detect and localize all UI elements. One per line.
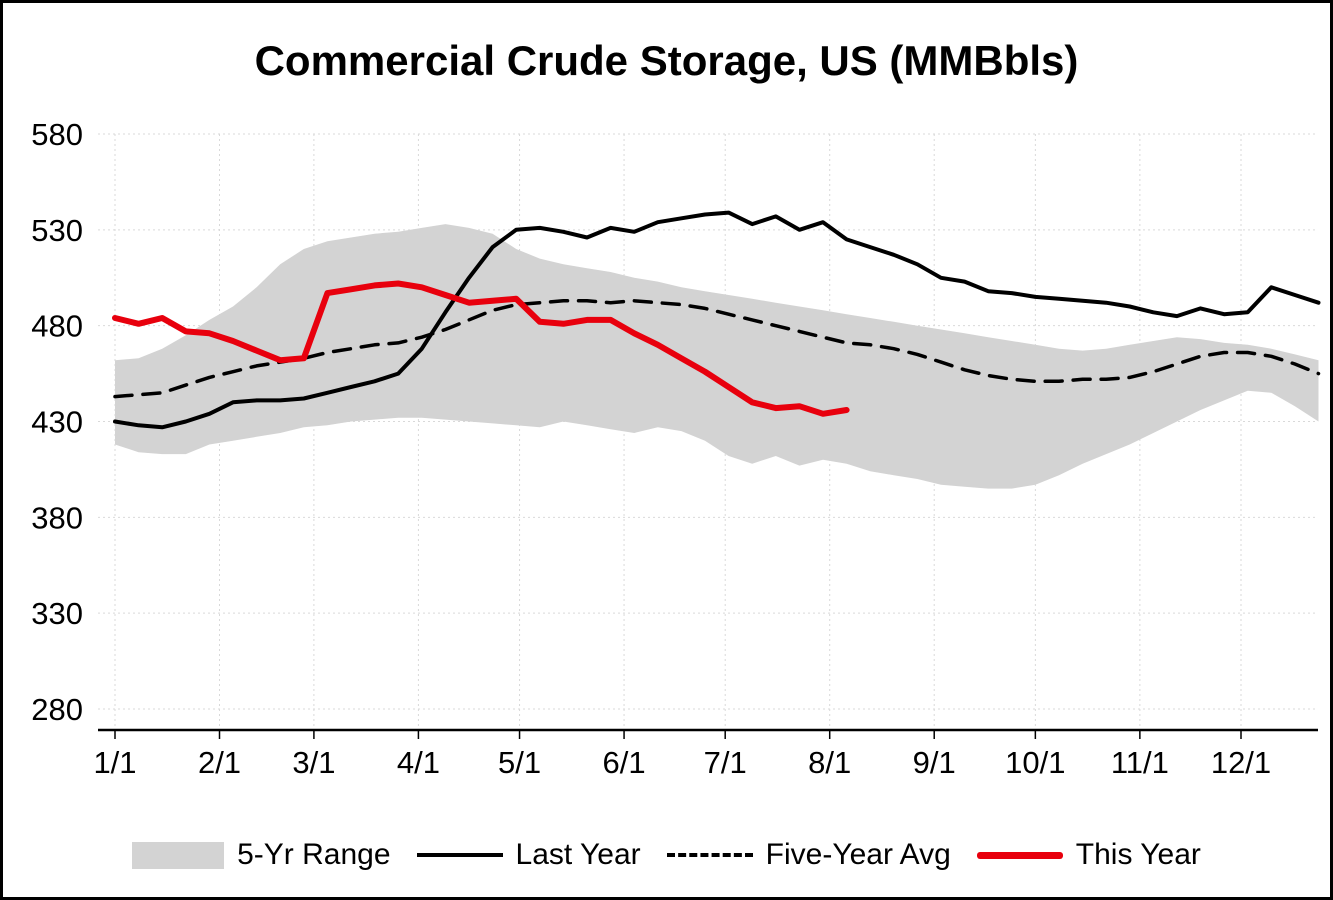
- y-tick-label: 530: [31, 213, 83, 248]
- legend-item-five-year-avg: Five-Year Avg: [666, 838, 951, 872]
- x-tick-label: 12/1: [1211, 745, 1271, 780]
- chart-canvas: 580 530 480 430 380 330 280 1/1 2/1 3/1 4/1 5/1 6/1 7…: [31, 117, 1321, 780]
- x-tick-label: 3/1: [292, 745, 335, 780]
- legend-item-5yr-range: 5-Yr Range: [132, 838, 391, 872]
- dashed-line-swatch-icon: [666, 853, 753, 857]
- series-line-five-year-avg: [113, 299, 1321, 399]
- x-tick-label: 6/1: [603, 745, 646, 780]
- legend-item-this-year: This Year: [976, 838, 1201, 872]
- y-tick-label: 480: [31, 309, 83, 344]
- y-tick-label: 430: [31, 405, 83, 440]
- legend-label-five-year-avg: Five-Year Avg: [765, 838, 951, 871]
- legend-label-5yr-range: 5-Yr Range: [237, 838, 391, 871]
- series-line-this-year: [112, 280, 850, 417]
- x-tick-label: 9/1: [913, 745, 956, 780]
- x-tick-label: 2/1: [198, 745, 241, 780]
- x-tick-label: 4/1: [397, 745, 440, 780]
- legend: 5-Yr Range Last Year Five-Year Avg This …: [3, 831, 1330, 879]
- y-tick-label: 580: [31, 117, 83, 152]
- x-tick-label: 7/1: [704, 745, 747, 780]
- x-tick-label: 1/1: [93, 745, 136, 780]
- legend-label-last-year: Last Year: [515, 838, 641, 871]
- band-area-5yr-range: [115, 224, 1319, 489]
- series-line-last-year: [113, 210, 1321, 430]
- band-swatch-icon: [132, 841, 225, 869]
- x-tick-label: 5/1: [498, 745, 541, 780]
- y-tick-label: 380: [31, 500, 83, 535]
- red-line-swatch-icon: [976, 851, 1063, 859]
- solid-line-swatch-icon: [416, 853, 503, 857]
- legend-label-this-year: This Year: [1075, 838, 1201, 871]
- x-tick-label: 10/1: [1005, 745, 1065, 780]
- y-tick-label: 280: [31, 692, 83, 727]
- x-tick-label: 8/1: [808, 745, 851, 780]
- y-tick-label: 330: [31, 596, 83, 631]
- x-tick-label: 11/1: [1111, 745, 1169, 780]
- chart-title: Commercial Crude Storage, US (MMBbls): [254, 37, 1079, 84]
- legend-item-last-year: Last Year: [416, 838, 641, 872]
